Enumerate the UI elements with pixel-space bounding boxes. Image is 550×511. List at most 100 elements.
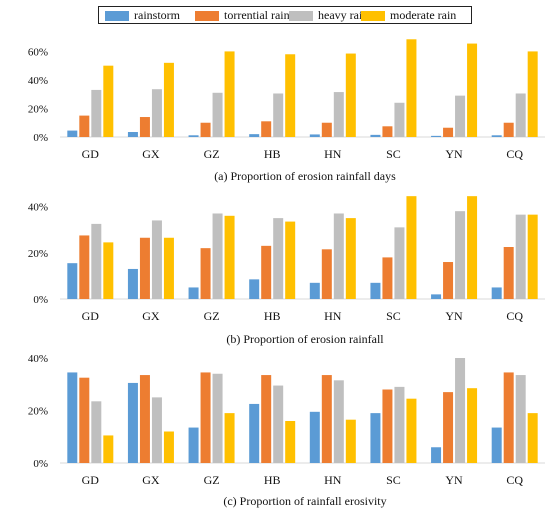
bar-gd-rainstorm — [67, 130, 78, 137]
y-tick-label: 20% — [28, 248, 48, 260]
bar-gd-moderate-rain — [103, 242, 114, 299]
bar-hb-heavy-rain — [273, 93, 284, 137]
bar-sc-moderate-rain — [406, 398, 417, 463]
x-tick-label: HN — [324, 147, 342, 161]
bar-gz-heavy-rain — [212, 213, 223, 299]
x-tick-label: SC — [386, 147, 401, 161]
bar-gd-heavy-rain — [91, 401, 102, 463]
x-tick-label: HN — [324, 309, 342, 323]
legend-item-rainstorm: rainstorm — [105, 8, 180, 22]
bar-gd-rainstorm — [67, 263, 78, 299]
bar-gx-torrential-rain — [139, 237, 150, 299]
bar-cq-torrential-rain — [503, 122, 514, 137]
x-tick-label: CQ — [506, 473, 523, 487]
bar-hn-heavy-rain — [333, 92, 344, 137]
bar-sc-torrential-rain — [382, 389, 393, 463]
bar-cq-heavy-rain — [515, 375, 526, 463]
bar-hn-torrential-rain — [321, 375, 332, 463]
bar-gx-rainstorm — [127, 132, 138, 137]
bar-sc-moderate-rain — [406, 39, 417, 137]
bar-hb-rainstorm — [249, 279, 260, 299]
bar-hb-moderate-rain — [285, 54, 296, 137]
x-tick-label: GX — [142, 147, 160, 161]
bar-sc-heavy-rain — [394, 102, 405, 137]
bar-gz-rainstorm — [188, 287, 199, 299]
bar-yn-heavy-rain — [455, 211, 466, 299]
bar-hb-rainstorm — [249, 134, 260, 137]
bar-hb-heavy-rain — [273, 385, 284, 463]
y-tick-label: 40% — [28, 202, 48, 214]
bar-sc-rainstorm — [370, 134, 381, 137]
x-tick-label: YN — [445, 309, 463, 323]
bar-hb-rainstorm — [249, 403, 260, 463]
bar-yn-moderate-rain — [467, 388, 478, 463]
legend-swatch-rainstorm — [105, 10, 129, 21]
y-tick-label: 20% — [28, 406, 48, 418]
bar-hb-moderate-rain — [285, 421, 296, 463]
bar-gx-torrential-rain — [139, 117, 150, 137]
bar-cq-torrential-rain — [503, 247, 514, 299]
bar-yn-torrential-rain — [443, 127, 454, 137]
bar-cq-moderate-rain — [527, 413, 538, 463]
y-tick-label: 0% — [33, 132, 48, 144]
bar-gd-torrential-rain — [79, 115, 90, 137]
y-tick-label: 40% — [28, 75, 48, 87]
x-tick-label: HB — [264, 473, 281, 487]
bar-gz-torrential-rain — [200, 372, 211, 463]
bar-hb-torrential-rain — [261, 245, 272, 299]
y-tick-label: 40% — [28, 353, 48, 365]
x-tick-label: GD — [82, 309, 100, 323]
bar-gz-moderate-rain — [224, 51, 235, 137]
legend-item-heavy: heavy rain — [289, 8, 368, 22]
bar-sc-heavy-rain — [394, 227, 405, 299]
bar-gd-moderate-rain — [103, 65, 114, 137]
bar-gx-rainstorm — [127, 268, 138, 299]
y-tick-label: 0% — [33, 458, 48, 470]
x-tick-label: HB — [264, 309, 281, 323]
bar-gd-rainstorm — [67, 372, 78, 463]
x-tick-label: GX — [142, 473, 160, 487]
bar-yn-moderate-rain — [467, 43, 478, 137]
bar-hn-rainstorm — [309, 282, 320, 299]
bar-hn-torrential-rain — [321, 122, 332, 137]
x-tick-label: HB — [264, 147, 281, 161]
x-tick-label: CQ — [506, 309, 523, 323]
legend-swatch-moderate — [361, 10, 385, 21]
legend-swatch-heavy — [289, 10, 313, 21]
bar-gx-moderate-rain — [163, 237, 174, 299]
x-tick-label: GD — [82, 473, 100, 487]
bar-yn-rainstorm — [431, 294, 442, 299]
bar-gz-heavy-rain — [212, 92, 223, 137]
bar-gx-moderate-rain — [163, 62, 174, 137]
bar-cq-heavy-rain — [515, 214, 526, 299]
bar-sc-moderate-rain — [406, 196, 417, 299]
x-tick-label: CQ — [506, 147, 523, 161]
bar-sc-rainstorm — [370, 413, 381, 463]
legend-label-moderate: moderate rain — [390, 8, 457, 22]
bar-cq-torrential-rain — [503, 372, 514, 463]
bar-hn-rainstorm — [309, 134, 320, 137]
bar-gx-torrential-rain — [139, 375, 150, 463]
x-tick-label: SC — [386, 473, 401, 487]
panel-title: (a) Proportion of erosion rainfall days — [214, 169, 396, 183]
bar-yn-rainstorm — [431, 135, 442, 137]
x-tick-label: GD — [82, 147, 100, 161]
bar-gz-moderate-rain — [224, 413, 235, 463]
legend-label-torrential: torrential rain — [224, 8, 290, 22]
bar-yn-torrential-rain — [443, 392, 454, 463]
bar-hn-rainstorm — [309, 411, 320, 463]
bar-cq-moderate-rain — [527, 51, 538, 137]
bar-cq-rainstorm — [491, 135, 502, 137]
bar-gz-rainstorm — [188, 135, 199, 137]
y-tick-label: 20% — [28, 103, 48, 115]
bar-gx-rainstorm — [127, 382, 138, 463]
x-tick-label: YN — [445, 147, 463, 161]
bar-yn-heavy-rain — [455, 95, 466, 137]
bar-gx-heavy-rain — [151, 89, 162, 137]
x-tick-label: YN — [445, 473, 463, 487]
bar-gx-heavy-rain — [151, 397, 162, 463]
bar-gx-heavy-rain — [151, 220, 162, 299]
bar-gd-moderate-rain — [103, 435, 114, 463]
legend-label-rainstorm: rainstorm — [134, 8, 180, 22]
